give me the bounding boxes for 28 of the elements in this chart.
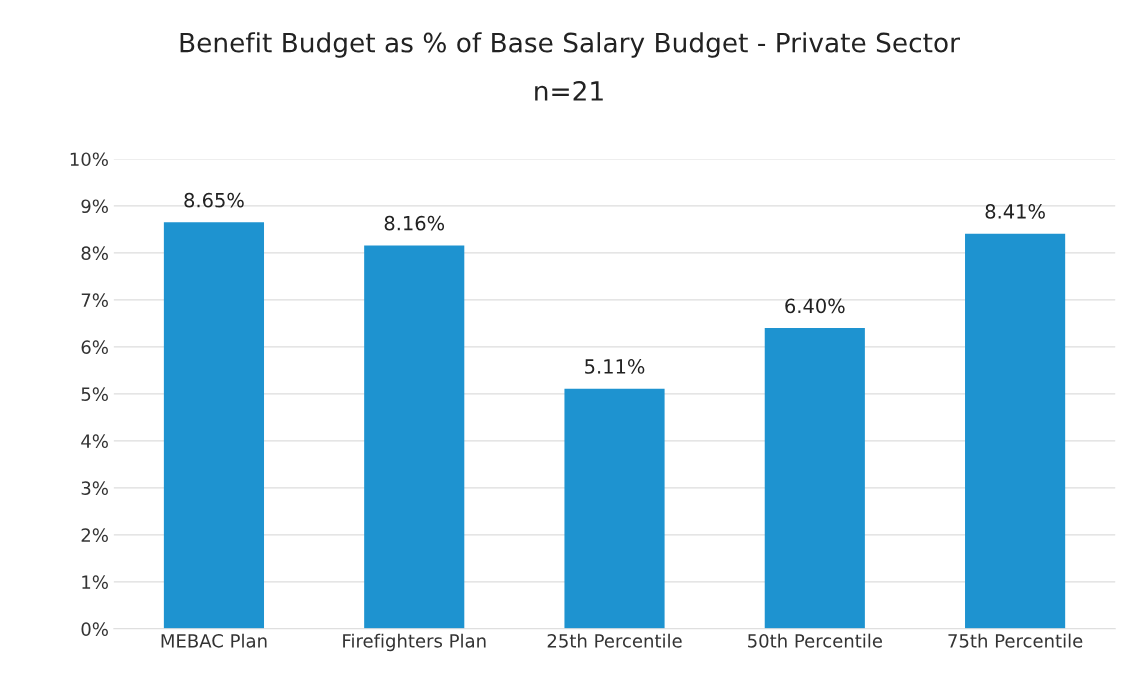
data-label: 6.40% [785,298,845,314]
x-tick-label: 50th Percentile [748,633,882,648]
x-tick-label: 75th Percentile [948,633,1083,648]
data-label: 5.11% [585,359,645,374]
y-tick-label: 2% [81,528,108,542]
y-tick-label: 3% [81,481,108,495]
y-tick-label: 8% [81,246,108,261]
chart-title: Benefit Budget as % of Base Salary Budget - Private Sector [180,32,960,58]
y-tick-label: 5% [81,387,108,401]
data-label: 8.41% [985,204,1045,219]
bar [364,245,465,629]
y-tick-label: 0% [81,622,108,636]
y-tick-label: 9% [81,199,108,214]
bar [163,222,265,629]
data-label: 8.65% [184,192,244,208]
data-label: 8.16% [384,215,445,231]
y-tick-label: 6% [81,340,108,354]
y-tick-label: 4% [81,434,108,448]
x-tick-label: Firefighters Plan [343,633,486,652]
y-tick-label: 1% [82,575,108,589]
bar [965,233,1066,629]
y-tick-label: 7% [81,293,108,308]
x-tick-label: 25th Percentile [547,633,682,648]
x-tick-label: MEBAC Plan [161,633,267,648]
y-tick-label: 10% [70,152,108,167]
bar [764,328,865,629]
chart-subtitle: n=21 [535,80,603,101]
bar [564,388,665,629]
